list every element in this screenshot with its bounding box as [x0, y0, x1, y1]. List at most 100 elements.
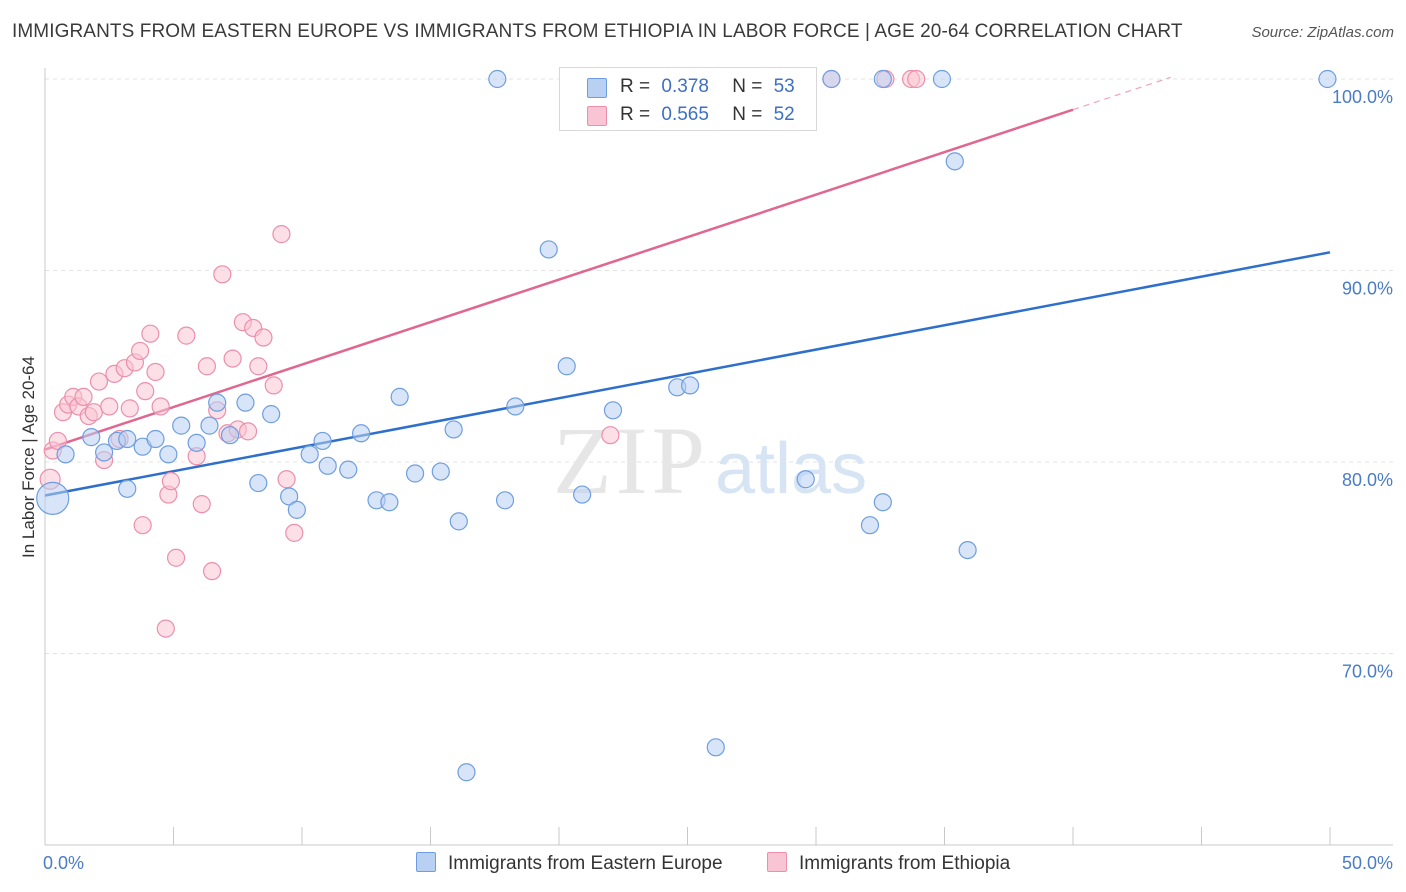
legend-label-eastern-europe: Immigrants from Eastern Europe — [448, 853, 723, 874]
point-eastern-europe — [822, 69, 841, 89]
legend-swatch-pink — [767, 852, 787, 872]
r-value-eastern-europe: 0.378 — [661, 76, 709, 97]
point-ethiopia — [272, 225, 291, 244]
trendlines — [44, 76, 1331, 497]
point-eastern-europe — [118, 479, 137, 498]
point-ethiopia — [48, 431, 67, 451]
point-eastern-europe — [208, 393, 227, 412]
chart-title: IMMIGRANTS FROM EASTERN EUROPE VS IMMIGR… — [12, 21, 1183, 42]
point-ethiopia — [907, 69, 926, 89]
watermark-atlas: atlas — [715, 429, 867, 509]
point-ethiopia — [285, 523, 304, 542]
point-ethiopia — [213, 265, 232, 284]
point-eastern-europe — [603, 401, 623, 420]
point-ethiopia — [254, 328, 273, 347]
point-eastern-europe — [220, 426, 240, 445]
point-ethiopia — [238, 422, 258, 441]
point-eastern-europe — [557, 357, 576, 376]
point-eastern-europe — [444, 420, 463, 439]
point-ethiopia — [161, 472, 181, 491]
n-label: N = — [732, 76, 763, 97]
y-tick-label: 100.0% — [1332, 87, 1393, 107]
x-tick-min: 0.0% — [43, 853, 84, 873]
legend-swatch-blue — [587, 78, 607, 98]
y-tick-label: 80.0% — [1342, 470, 1393, 490]
point-eastern-europe — [280, 487, 299, 506]
point-eastern-europe — [1318, 69, 1337, 89]
point-eastern-europe — [380, 493, 399, 512]
point-eastern-europe — [457, 763, 476, 782]
point-ethiopia — [156, 619, 175, 638]
watermark: ZIP atlas — [553, 407, 867, 514]
point-eastern-europe — [313, 431, 332, 451]
point-eastern-europe — [172, 416, 191, 435]
point-ethiopia — [223, 349, 242, 368]
point-ethiopia — [141, 324, 160, 343]
point-eastern-europe — [36, 481, 70, 515]
point-ethiopia — [151, 397, 170, 416]
point-ethiopia — [601, 426, 620, 445]
point-ethiopia — [133, 516, 152, 535]
point-eastern-europe — [873, 493, 892, 512]
correlation-legend: R = 0.378 N = 53 R = 0.565 N = 52 — [559, 67, 817, 131]
point-eastern-europe — [405, 464, 425, 483]
point-eastern-europe — [300, 445, 319, 464]
point-ethiopia — [146, 362, 165, 382]
point-eastern-europe — [82, 428, 101, 447]
point-eastern-europe — [945, 152, 964, 171]
point-ethiopia — [84, 403, 103, 422]
y-tick-labels: 100.0% 90.0% 80.0% 70.0% — [1332, 87, 1393, 682]
point-ethiopia — [100, 397, 119, 416]
point-ethiopia — [89, 372, 109, 391]
r-value-ethiopia: 0.565 — [661, 104, 709, 125]
point-eastern-europe — [796, 470, 815, 489]
point-eastern-europe — [495, 491, 515, 510]
point-eastern-europe — [249, 473, 268, 493]
point-eastern-europe — [539, 240, 558, 259]
point-eastern-europe — [680, 376, 700, 395]
legend-row-eastern-europe: R = 0.378 N = 53 — [560, 72, 816, 102]
gridlines — [45, 78, 1393, 654]
series-ethiopia-points — [39, 69, 926, 638]
point-ethiopia — [249, 357, 268, 376]
legend-row-ethiopia: R = 0.565 N = 52 — [560, 100, 816, 130]
point-eastern-europe — [352, 424, 371, 443]
point-eastern-europe — [488, 69, 507, 89]
point-ethiopia — [177, 326, 196, 345]
point-ethiopia — [136, 382, 155, 401]
point-eastern-europe — [958, 540, 977, 560]
point-eastern-europe — [339, 460, 358, 479]
n-value-eastern-europe: 53 — [773, 76, 795, 97]
n-label: N = — [732, 104, 763, 125]
y-tick-label: 70.0% — [1342, 662, 1393, 682]
point-ethiopia — [264, 376, 283, 395]
point-eastern-europe — [187, 433, 206, 452]
point-eastern-europe — [449, 512, 468, 531]
point-ethiopia — [166, 548, 186, 567]
legend-swatch-pink — [587, 106, 607, 126]
point-eastern-europe — [236, 393, 255, 412]
point-eastern-europe — [262, 405, 281, 424]
source-label: Source: ZipAtlas.com — [1251, 24, 1394, 41]
point-eastern-europe — [506, 397, 525, 416]
legend-item-ethiopia: Immigrants from Ethiopia — [767, 852, 1010, 875]
r-label: R = — [620, 104, 651, 125]
point-ethiopia — [130, 341, 150, 361]
point-eastern-europe — [390, 387, 409, 406]
point-ethiopia — [192, 495, 211, 514]
x-tick-max: 50.0% — [1342, 853, 1393, 873]
point-eastern-europe — [873, 69, 892, 89]
point-eastern-europe — [706, 738, 725, 757]
point-ethiopia — [120, 399, 139, 418]
y-axis-label: In Labor Force | Age 20-64 — [19, 356, 38, 558]
trendline-eastern-europe — [44, 251, 1331, 497]
axes — [44, 68, 1393, 846]
point-eastern-europe — [95, 443, 114, 462]
trendline-ethiopia — [44, 108, 1074, 451]
trendline-ethiopia-extension — [1072, 76, 1171, 111]
r-label: R = — [620, 76, 651, 97]
point-ethiopia — [202, 562, 222, 581]
point-eastern-europe — [318, 456, 337, 475]
legend-item-eastern-europe: Immigrants from Eastern Europe — [416, 852, 723, 875]
